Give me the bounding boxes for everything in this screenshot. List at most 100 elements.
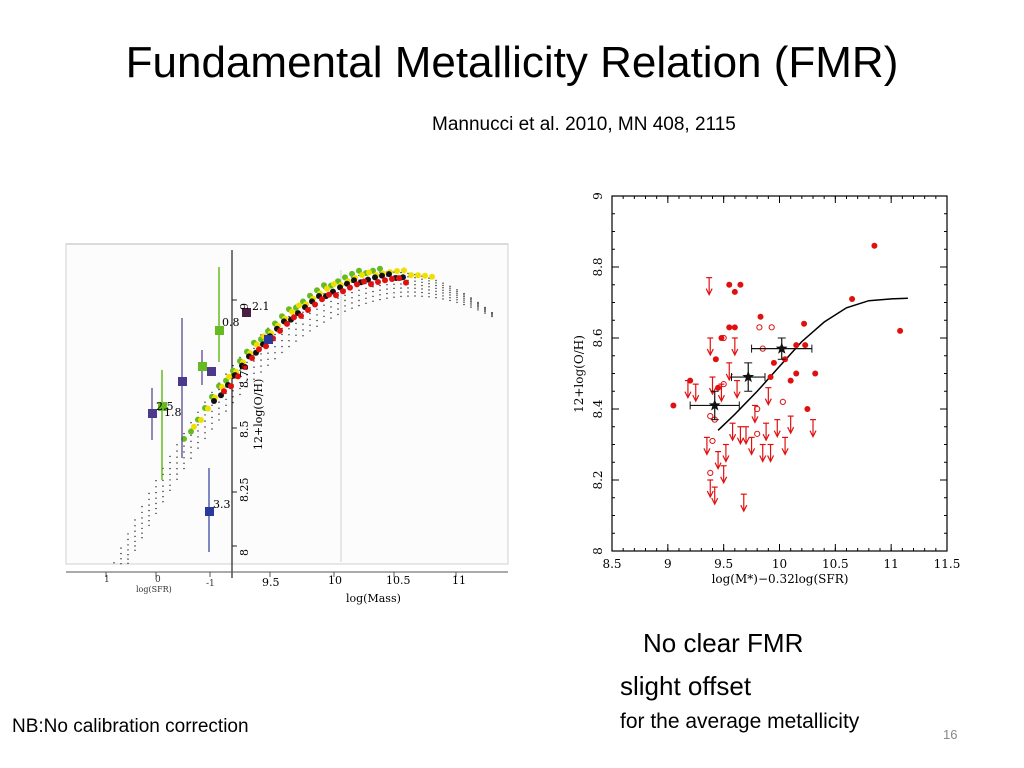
model-dot	[211, 422, 213, 424]
model-dot	[295, 328, 297, 330]
y-tick-label: 8.8	[591, 257, 605, 276]
model-dot	[463, 301, 465, 303]
model-dot	[309, 318, 311, 321]
model-dot	[428, 289, 430, 291]
model-dot	[148, 520, 150, 522]
x-tick-label: 11	[884, 557, 899, 571]
sdss-point	[422, 272, 428, 279]
model-dot	[134, 530, 136, 532]
model-dot	[176, 444, 178, 446]
model-dot	[414, 280, 416, 282]
model-dot	[134, 545, 136, 547]
model-dot	[120, 563, 122, 565]
model-dot	[449, 294, 451, 296]
model-dot	[309, 330, 311, 332]
model-dot	[470, 304, 472, 306]
model-dot	[267, 358, 269, 360]
slide-title: Fundamental Metallicity Relation (FMR)	[125, 38, 899, 87]
sdss-point	[326, 291, 332, 298]
data-square	[148, 409, 157, 418]
model-dot	[435, 284, 437, 287]
model-dot	[120, 547, 122, 549]
model-dot	[442, 298, 444, 300]
model-dot	[288, 328, 290, 330]
sfr-tick-label: 0	[155, 575, 161, 585]
metallicity-point	[871, 242, 878, 249]
x-tick-label: 10.5	[822, 557, 849, 571]
model-dot	[386, 288, 388, 290]
metallicity-point	[737, 281, 744, 288]
model-dot	[442, 292, 444, 294]
sdss-point	[331, 281, 337, 288]
model-dot	[141, 532, 143, 534]
model-dot	[162, 490, 164, 493]
sfr-tick-labels: 1 0 -1	[104, 575, 215, 589]
model-dot	[127, 554, 129, 556]
model-dot	[337, 308, 339, 310]
sdss-point	[211, 398, 217, 404]
model-dot	[428, 283, 430, 285]
metallicity-point	[802, 342, 809, 349]
model-dot	[428, 292, 430, 295]
sdss-point	[298, 312, 304, 319]
model-dot	[155, 507, 157, 510]
sdss-point	[263, 343, 269, 350]
model-dot	[113, 562, 115, 564]
upper-limit-arrowhead	[711, 497, 719, 506]
model-dot	[351, 297, 353, 299]
upper-limit-arrowhead	[767, 455, 775, 463]
metallicity-point	[712, 356, 719, 363]
model-dot	[190, 446, 192, 448]
model-dot	[463, 303, 465, 306]
model-dot	[169, 461, 171, 464]
model-dot	[351, 307, 353, 309]
y-axis-label: 12+log(O/H)	[572, 335, 586, 413]
model-dot	[239, 356, 241, 359]
upper-limit-arrowhead	[708, 387, 717, 396]
model-dot	[134, 525, 136, 527]
model-dot	[141, 527, 143, 530]
model-dot	[218, 413, 220, 415]
model-dot	[183, 451, 185, 453]
model-dot	[358, 294, 360, 297]
sdss-point	[375, 279, 381, 285]
metallicity-point	[793, 342, 800, 349]
upper-limit-arrowhead	[809, 430, 817, 438]
metallicity-scatter-figure: 8.5 9 9.5 10 10.5 11 11.5 8 8.2 8.4 8.6 8.8 9 log(M…	[568, 186, 968, 586]
model-dot	[246, 361, 248, 364]
model-dot	[176, 456, 178, 458]
model-dot	[127, 533, 129, 535]
model-dot	[393, 292, 395, 294]
model-dot	[155, 491, 157, 494]
metallicity-point	[849, 295, 856, 302]
sdss-point	[228, 383, 234, 390]
model-dot	[197, 411, 199, 413]
model-dot	[435, 297, 437, 299]
sdss-point	[312, 301, 318, 308]
x-tick-label: 10	[772, 557, 787, 571]
upper-limit-arrowhead	[717, 394, 725, 403]
model-dot	[232, 396, 234, 398]
model-dot	[484, 310, 486, 313]
y-tick-label: 8.25	[238, 478, 251, 503]
model-dot	[470, 300, 472, 303]
axis-ticks	[611, 195, 948, 552]
model-dot	[484, 312, 486, 314]
average-metallicity-star	[742, 370, 755, 383]
model-dot	[449, 289, 451, 291]
model-dot	[435, 287, 437, 290]
upper-limit-arrowhead	[759, 455, 767, 463]
model-dot	[274, 358, 276, 360]
model-dot	[162, 485, 164, 487]
model-dot	[141, 537, 143, 539]
model-dot	[316, 308, 318, 310]
x-tick-label: 9.5	[262, 576, 280, 589]
model-dot	[267, 364, 269, 366]
model-dot	[239, 393, 241, 396]
model-dot	[302, 323, 304, 325]
model-dot	[456, 299, 458, 301]
model-dot	[456, 301, 458, 304]
model-dot	[197, 424, 199, 426]
y-tick-label: 9	[591, 192, 605, 200]
sdss-point	[354, 281, 360, 288]
